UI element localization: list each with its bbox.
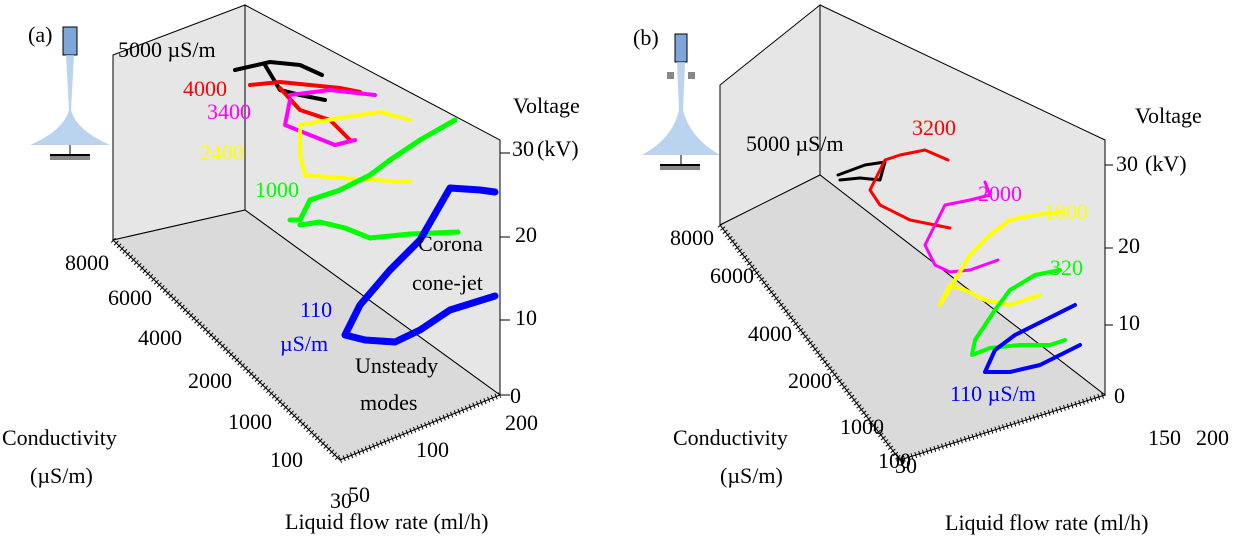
x-tick-label: 200 <box>505 410 538 435</box>
annotation: cone-jet <box>412 270 483 295</box>
annotation: Unsteady <box>355 353 438 378</box>
annotation: 4000 <box>183 76 227 101</box>
panel-label: (b) <box>633 25 659 50</box>
y-tick-label: 1000 <box>228 409 272 434</box>
annotation: 110 <box>300 297 332 322</box>
z-tick-label: 0 <box>510 383 521 408</box>
annotation: modes <box>360 390 417 415</box>
y-axis-title: (µS/m) <box>30 463 93 488</box>
y-tick-label: 2000 <box>188 368 232 393</box>
annotation: 2400 <box>200 140 244 165</box>
annotation: 1000 <box>1044 199 1088 224</box>
x-tick-label: 50 <box>348 482 370 507</box>
annotation: 2000 <box>978 181 1022 206</box>
x-tick-label: 30 <box>895 453 917 478</box>
panel-b-nozzle <box>642 34 720 170</box>
y-tick-label: 100 <box>270 447 303 472</box>
y-tick-label: 8000 <box>670 225 714 250</box>
z-axis-title: Voltage <box>1135 103 1202 128</box>
x-axis-title: Liquid flow rate (ml/h) <box>285 509 488 534</box>
y-tick-label: 8000 <box>65 250 109 275</box>
z-tick-label: 30 <box>1116 151 1138 176</box>
z-axis-title: Voltage <box>513 93 580 118</box>
x-tick-label: 200 <box>1196 425 1229 450</box>
panel-label: (a) <box>28 22 52 47</box>
x-tick-label: 100 <box>416 437 449 462</box>
z-tick-label: 20 <box>1118 233 1140 258</box>
panel-b-box <box>720 5 1113 460</box>
z-tick-label: 10 <box>515 305 537 330</box>
annotation: 3400 <box>207 99 251 124</box>
figure: (a) 5000 µS/m 4000 3400 2400 1000 Corona… <box>0 0 1251 540</box>
z-tick-label: 10 <box>1118 310 1140 335</box>
annotation: 1000 <box>255 177 299 202</box>
y-tick-label: 6000 <box>710 263 754 288</box>
z-tick-label: 20 <box>515 222 537 247</box>
annotation: 5000 µS/m <box>118 37 216 62</box>
annotation: µS/m <box>280 331 328 356</box>
y-tick-label: 2000 <box>788 368 832 393</box>
annotation: 5000 µS/m <box>746 131 844 156</box>
x-axis-title: Liquid flow rate (ml/h) <box>945 510 1148 535</box>
y-axis-title: (µS/m) <box>720 463 783 488</box>
y-axis-title: Conductivity <box>2 425 117 450</box>
annotation: 110 µS/m <box>950 381 1036 406</box>
y-axis-title: Conductivity <box>673 425 788 450</box>
z-axis-title: (kV) <box>1145 151 1187 176</box>
x-tick-label: 150 <box>1148 425 1181 450</box>
z-axis-title: (kV) <box>537 136 579 161</box>
y-tick-label: 4000 <box>748 321 792 346</box>
z-tick-label: 30 <box>512 136 534 161</box>
z-tick-label: 0 <box>1114 383 1125 408</box>
annotation: Corona <box>418 231 483 256</box>
annotation: 320 <box>1050 255 1083 280</box>
annotation: 3200 <box>912 115 956 140</box>
y-tick-label: 1000 <box>840 414 884 439</box>
y-tick-label: 6000 <box>108 285 152 310</box>
y-tick-label: 4000 <box>138 325 182 350</box>
